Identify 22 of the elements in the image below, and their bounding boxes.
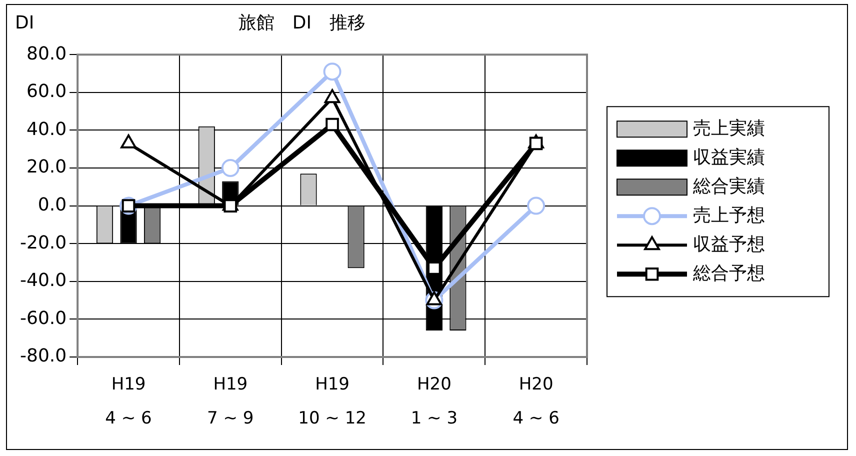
y-tick-label: -60.0 <box>20 308 67 329</box>
y-axis-title: DI <box>15 12 34 34</box>
legend-label: 収益予想 <box>693 234 765 255</box>
legend-label: 総合実績 <box>692 176 765 197</box>
chart-title: 旅館 DI 推移 <box>238 12 366 34</box>
legend-label: 売上実績 <box>693 118 765 139</box>
legend-label: 売上予想 <box>693 204 765 226</box>
legend-label: 収益実績 <box>693 146 765 168</box>
x-tick-label: H19 10 ~ 12 <box>298 374 366 428</box>
y-tick-label: -40.0 <box>20 270 67 292</box>
y-tick-label: 0.0 <box>38 194 67 216</box>
x-tick-label: H19 4 ~ 6 <box>105 374 152 428</box>
y-tick-label: -80.0 <box>20 346 67 367</box>
x-tick-label: H19 7 ~ 9 <box>207 374 254 428</box>
y-tick-label: 20.0 <box>26 156 67 178</box>
y-tick-label: 60.0 <box>26 81 67 102</box>
x-tick-label: H20 1 ~ 3 <box>410 374 458 428</box>
y-tick-label: -20.0 <box>20 232 67 254</box>
y-tick-label: 40.0 <box>26 118 67 140</box>
x-tick-label: H20 4 ~ 6 <box>512 374 560 428</box>
y-tick-label: 80.0 <box>26 43 67 64</box>
legend-label: 総合予想 <box>692 262 765 284</box>
